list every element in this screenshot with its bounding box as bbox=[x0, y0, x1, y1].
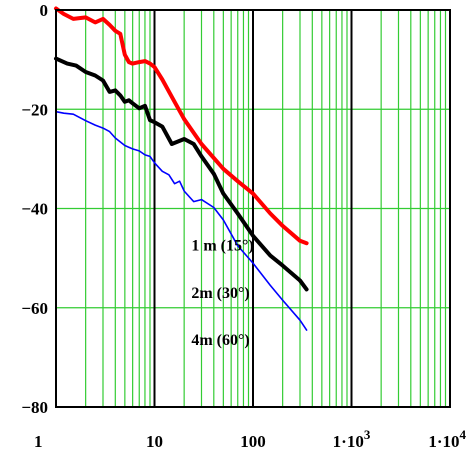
series-line-1 bbox=[54, 6, 309, 246]
x-tick-label: 10 bbox=[146, 432, 163, 451]
plot-frame bbox=[55, 9, 451, 408]
series-line-3 bbox=[55, 110, 308, 331]
x-tick-label: 100 bbox=[240, 432, 266, 451]
series-line-2 bbox=[54, 56, 309, 292]
y-tick-label: −60 bbox=[21, 299, 48, 318]
x-tick-label: 1·103 bbox=[333, 427, 371, 451]
x-tick-label: 1·104 bbox=[428, 427, 466, 451]
minor-grid bbox=[56, 9, 450, 408]
series-group bbox=[54, 6, 309, 331]
x-tick-label: 1 bbox=[34, 432, 43, 451]
series-label-1: 1 m (15°) bbox=[191, 238, 253, 255]
y-tick-label: −40 bbox=[21, 200, 48, 219]
y-tick-label: 0 bbox=[40, 1, 49, 20]
series-label-3: 4m (60°) bbox=[191, 332, 249, 349]
y-tick-labels: 0 −20 −40 −60 −80 bbox=[21, 1, 48, 417]
y-tick-label: −20 bbox=[21, 100, 48, 119]
y-tick-label: −80 bbox=[21, 398, 48, 417]
x-tick-labels: 1 10 100 1·103 1·104 bbox=[34, 427, 467, 451]
series-labels: 1 m (15°) 2m (30°) 4m (60°) bbox=[191, 238, 253, 349]
series-label-2: 2m (30°) bbox=[191, 285, 249, 302]
